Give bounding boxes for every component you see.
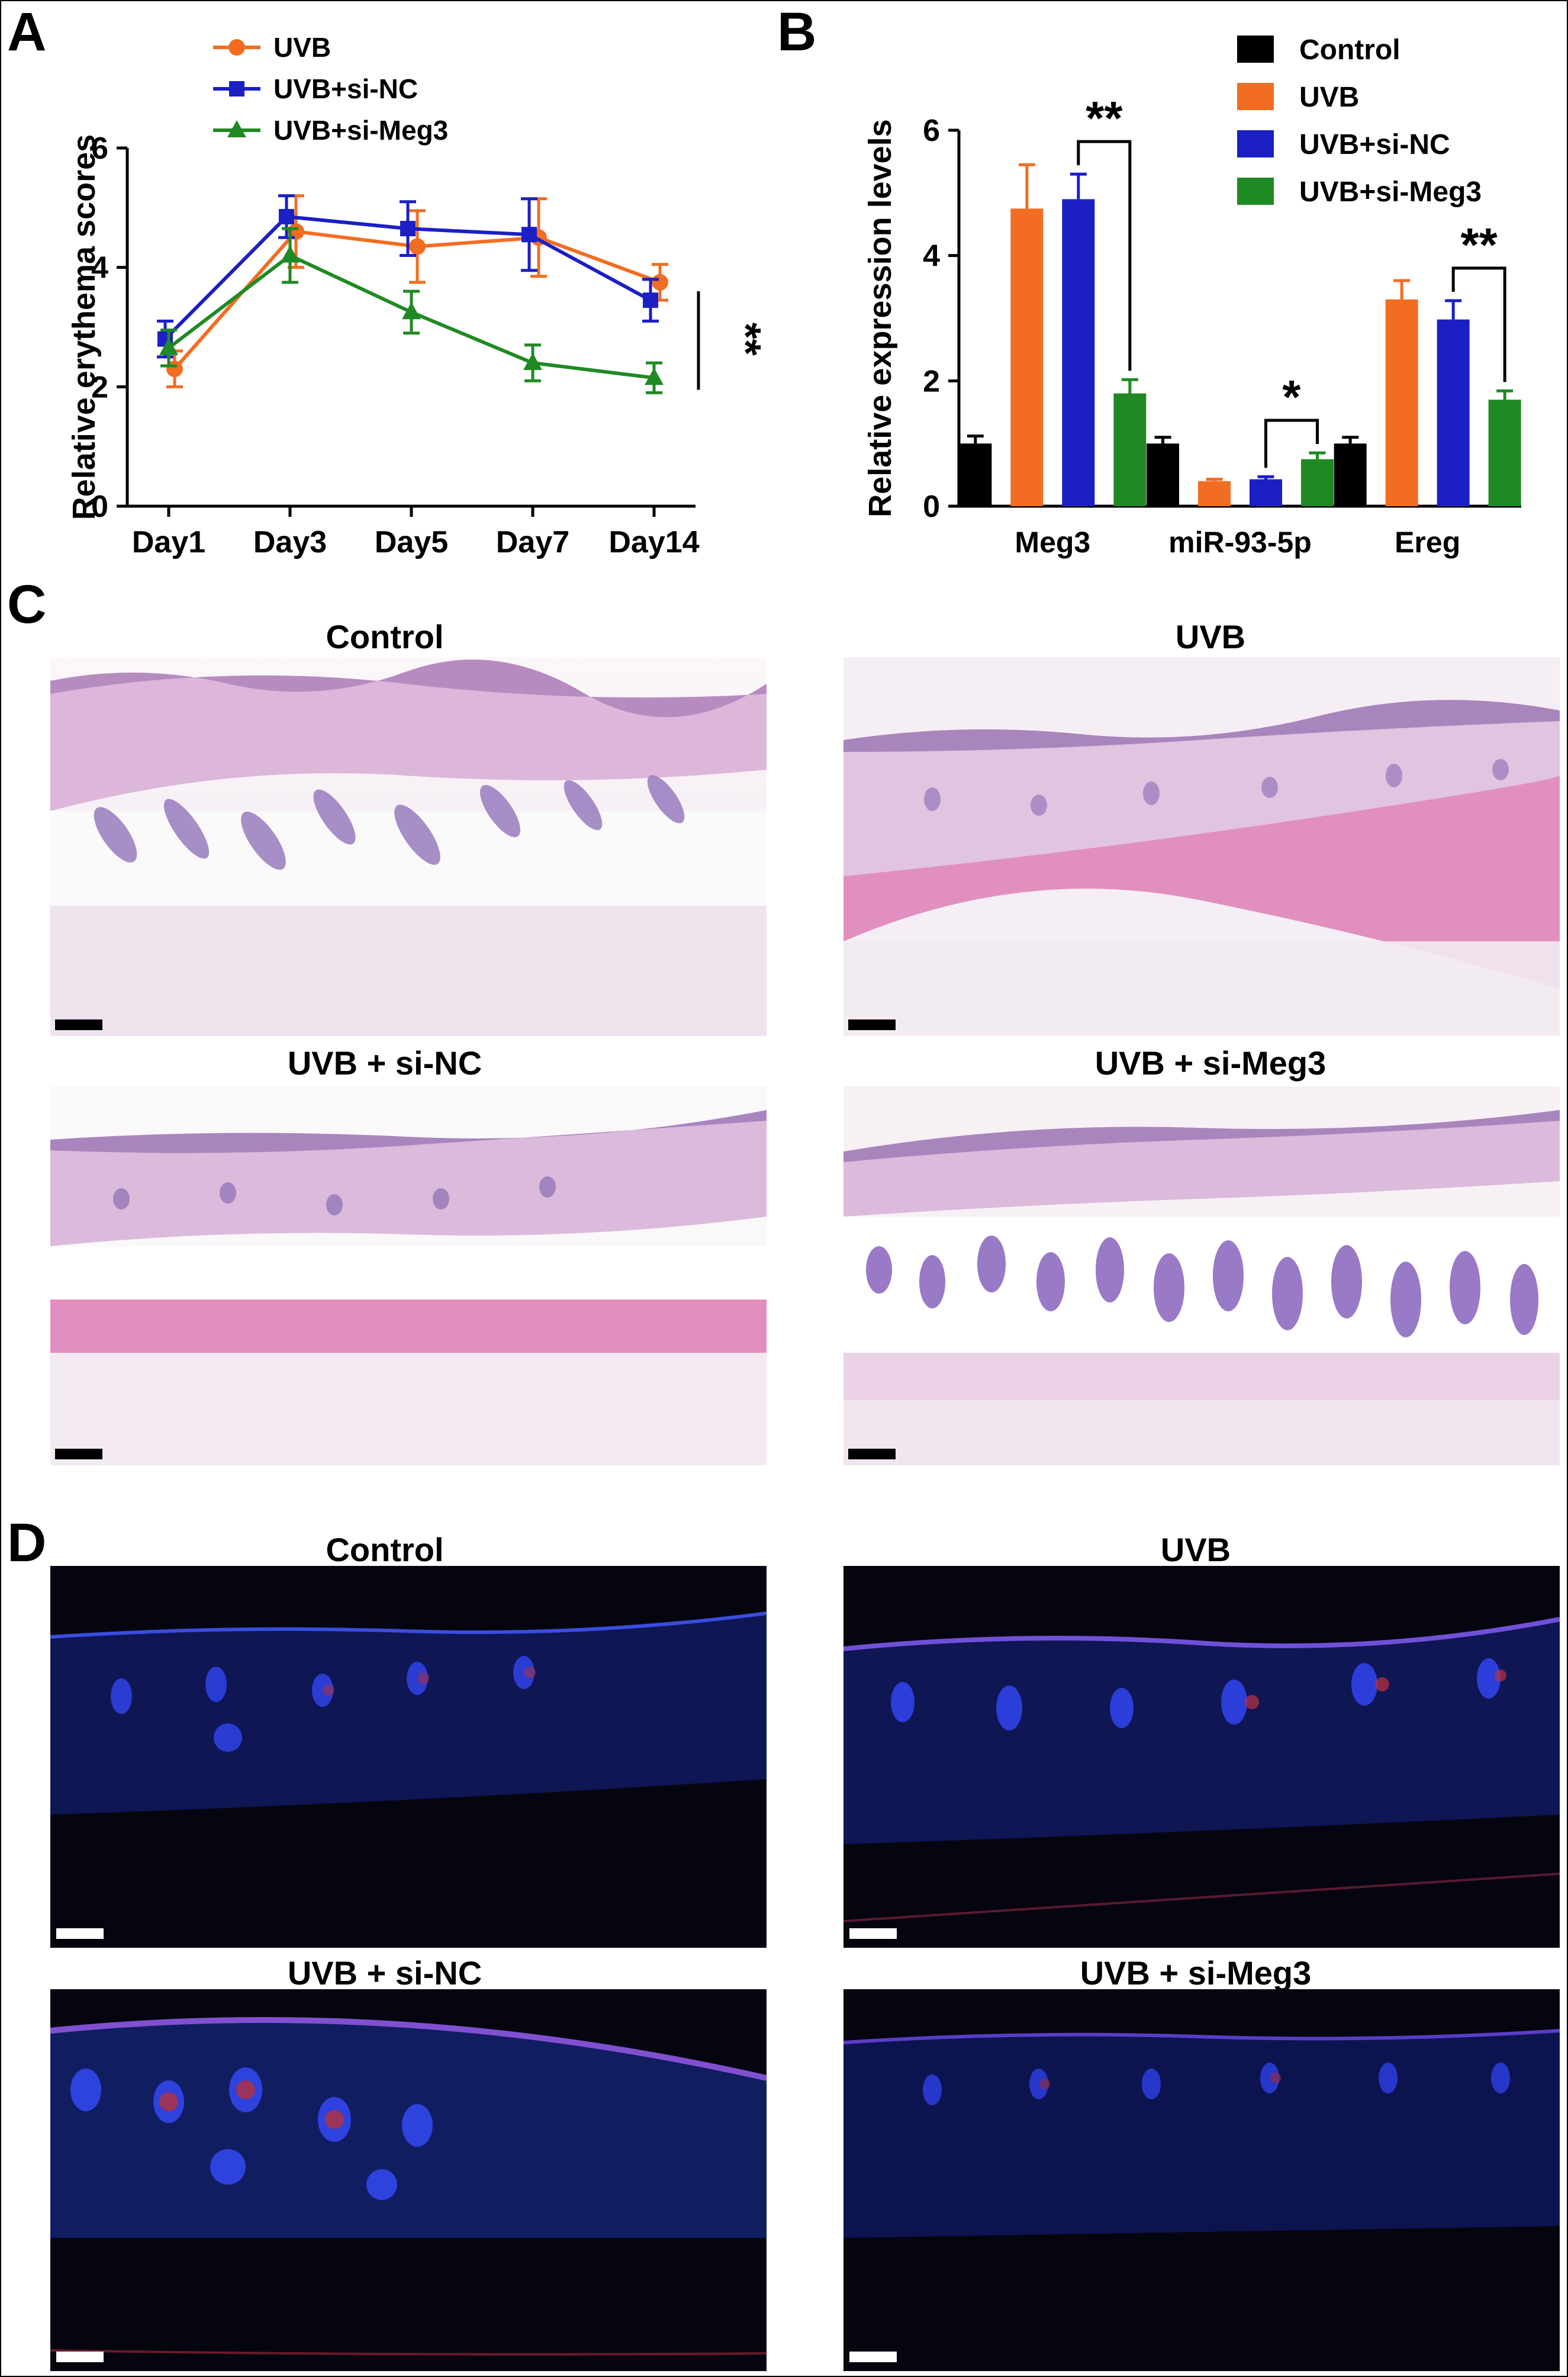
category-label: Ereg <box>1395 526 1460 559</box>
bar <box>1147 443 1179 506</box>
data-point <box>400 221 416 237</box>
significance-label: ** <box>1086 92 1123 144</box>
category-label: miR-93-5p <box>1168 526 1312 559</box>
y-tick-label: 0 <box>91 490 108 524</box>
significance-bracket <box>1451 266 1506 382</box>
scale-bar <box>849 2352 897 2362</box>
bar <box>1488 400 1521 506</box>
panel-letter-a: A <box>7 2 47 62</box>
histology-image-uvb-si-meg3 <box>843 1086 1560 1465</box>
legend-label: UVB+si-Meg3 <box>1299 176 1482 208</box>
fluorescence-image-uvb-si-nc <box>50 1989 767 2371</box>
bar <box>1334 443 1367 506</box>
significance-bracket <box>1077 140 1132 371</box>
x-tick-label: Day7 <box>496 525 569 559</box>
bar <box>1198 481 1231 506</box>
bar <box>1437 319 1470 506</box>
y-tick-label: 2 <box>923 364 940 398</box>
x-tick-label: Day3 <box>253 525 327 559</box>
legend-label: UVB+si-Meg3 <box>273 115 448 146</box>
y-tick-label: 6 <box>91 131 108 166</box>
histology-image-uvb <box>843 657 1560 1036</box>
fluorescence-title-uvb-si-nc: UVB + si-NC <box>287 1954 482 1992</box>
data-point <box>652 274 668 291</box>
fluorescence-image-control <box>50 1566 767 1948</box>
histology-title-uvb: UVB <box>1175 618 1246 655</box>
fluorescence-title-control: Control <box>326 1531 444 1568</box>
panel-letter-d: D <box>7 1513 47 1573</box>
erythema-line-chart: 0 2 4 6 Day1 Day3 Day5 Day7 Day14 Relative erythe… <box>66 32 769 559</box>
legend-label: UVB+si-NC <box>1299 129 1450 160</box>
y-axis-label: Relative expression levels <box>862 119 898 517</box>
data-point <box>523 353 542 370</box>
series-2 <box>159 227 664 394</box>
fluorescence-title-uvb-si-meg3: UVB + si-Meg3 <box>1080 1954 1312 1992</box>
legend-swatch <box>1237 83 1274 110</box>
panel-letter-b: B <box>777 2 817 62</box>
legend-swatch <box>1237 178 1274 205</box>
data-point <box>645 368 664 385</box>
legend-label: Control <box>1299 34 1400 66</box>
data-point <box>643 292 658 308</box>
legend-marker <box>228 39 245 56</box>
scale-bar <box>55 1449 102 1459</box>
y-tick-label: 4 <box>923 239 940 274</box>
data-point <box>279 208 294 224</box>
y-tick-label: 6 <box>923 114 940 148</box>
category-label: Meg3 <box>1015 526 1090 559</box>
legend-label: UVB+si-NC <box>273 73 418 104</box>
bar <box>1113 393 1147 506</box>
scale-bar <box>56 1928 104 1939</box>
y-tick-label: 4 <box>91 251 108 285</box>
x-tick-label: Day14 <box>608 525 699 559</box>
data-point <box>402 302 421 320</box>
panel-letter-c: C <box>7 574 47 635</box>
legend-label: UVB <box>1299 82 1359 113</box>
scale-bar <box>848 1449 896 1459</box>
scale-bar <box>55 1019 102 1030</box>
bar <box>1385 299 1418 506</box>
bar <box>959 443 992 506</box>
histology-title-control: Control <box>326 618 444 655</box>
significance-label: ** <box>1461 218 1498 271</box>
data-point <box>159 337 178 355</box>
bar <box>1010 208 1044 506</box>
legend-marker <box>227 120 246 137</box>
scale-bar <box>848 1019 896 1030</box>
y-tick-label: 0 <box>923 490 940 524</box>
series-1 <box>157 194 659 359</box>
legend-marker <box>229 81 244 97</box>
fluorescence-image-uvb-si-meg3 <box>843 1989 1560 2371</box>
legend-swatch <box>1237 130 1274 157</box>
legend-label: UVB <box>273 32 331 63</box>
histology-title-uvb-si-meg3: UVB + si-Meg3 <box>1094 1044 1326 1082</box>
bar <box>1250 479 1282 506</box>
histology-title-uvb-si-nc: UVB + si-NC <box>287 1044 482 1082</box>
bar <box>1301 459 1334 506</box>
bar <box>1062 199 1095 507</box>
fluorescence-image-uvb <box>843 1566 1560 1948</box>
y-tick-label: 2 <box>91 370 108 404</box>
significance-label: ** <box>722 323 769 356</box>
fluorescence-title-uvb: UVB <box>1160 1531 1231 1568</box>
significance-bracket <box>1264 419 1319 468</box>
data-point <box>281 245 300 263</box>
histology-image-control <box>50 657 767 1036</box>
scale-bar <box>56 2352 104 2362</box>
x-tick-label: Day5 <box>375 525 448 559</box>
expression-bar-chart: 0 2 4 6 Relative expression levels Meg3 ** miR-… <box>862 34 1521 559</box>
significance-label: * <box>1282 371 1301 423</box>
data-point <box>409 238 426 255</box>
x-tick-label: Day1 <box>132 525 205 559</box>
scale-bar <box>849 1928 897 1939</box>
legend-swatch <box>1237 36 1274 63</box>
y-axis-label: Relative erythema scores <box>66 134 102 520</box>
histology-image-uvb-si-nc <box>50 1086 767 1465</box>
data-point <box>521 227 537 243</box>
